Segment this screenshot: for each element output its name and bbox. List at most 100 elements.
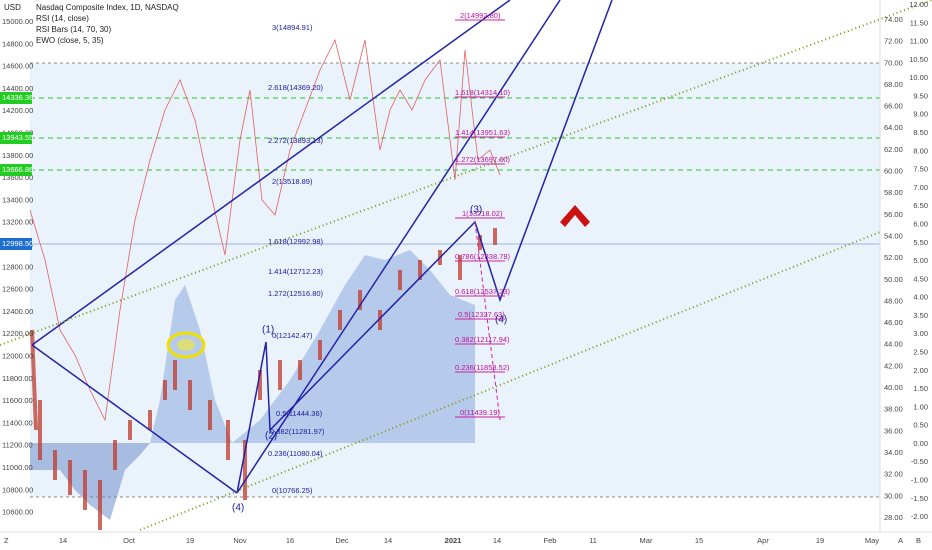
rsi-tick-label: 42.00: [884, 361, 903, 370]
price-tick-label: 10800.00: [2, 485, 33, 494]
fib-label: 0(11439.19): [460, 408, 500, 417]
ewo-tick-label: 3.00: [913, 329, 928, 338]
symbol: Nasdaq Composite Index, 1D, NASDAQ: [36, 3, 179, 12]
currency: USD: [4, 3, 21, 12]
rsi-tick-label: 74.00: [884, 15, 903, 24]
fib-label: 2(14992.80): [460, 11, 501, 20]
rsi-tick-label: 50.00: [884, 275, 903, 284]
time-tick-label: Feb: [544, 536, 557, 545]
price-tick-label: 13800.00: [2, 151, 33, 160]
fib-label: 1.414(12712.23): [268, 267, 324, 276]
rsi-tick-label: 28.00: [884, 513, 903, 522]
price-tick-label: 14800.00: [2, 39, 33, 48]
price-tag: [0, 132, 32, 144]
price-tick-label: 12800.00: [2, 262, 33, 271]
up-arrow: [560, 205, 590, 227]
ewo-tick-label: 5.50: [913, 238, 928, 247]
rsi-tick-label: 34.00: [884, 448, 903, 457]
rsi-line: [29, 38, 501, 422]
fib-lines: [455, 19, 505, 418]
ewo-tick-label: -2.00: [911, 512, 928, 521]
price-tick-label: 13200.00: [2, 218, 33, 227]
fib-label: 0.382(12117.94): [455, 335, 510, 344]
price-tick-label: 13400.00: [2, 195, 33, 204]
ewo-tick-label: 5.00: [913, 256, 928, 265]
fib-dash: [474, 221, 501, 421]
rsi-tick-label: 32.00: [884, 470, 903, 479]
fib-label: 1.618(12992.98): [268, 237, 324, 246]
price-tick-label: 15000.00: [2, 17, 33, 26]
time-tick-label: 14: [384, 536, 392, 545]
rsi-tick-label: 52.00: [884, 253, 903, 262]
time-tick-label: 14: [493, 536, 501, 545]
ewo-tick-label: 7.00: [913, 183, 928, 192]
price-tick-label: 14600.00: [2, 62, 33, 71]
ewo-tick-label: 6.00: [913, 219, 928, 228]
time-tick-label: 14: [59, 536, 67, 545]
highlight-circle: [166, 331, 206, 359]
price-tick-label: 13600.00: [2, 173, 33, 182]
trend-line: [31, 344, 238, 494]
time-tick-label: Apr: [757, 536, 769, 545]
wave-label: (4): [232, 503, 244, 514]
fib-label: 1.618(14314.10): [455, 88, 511, 97]
price-tag-label: 13943.55: [2, 133, 33, 142]
ewo-tick-label: 11.50: [910, 18, 928, 27]
time-tick-label: 2021: [445, 536, 462, 545]
rsi-tick-label: 58.00: [884, 188, 903, 197]
price-tick-label: 12000.00: [2, 351, 33, 360]
fib-label: 0(12142.47): [272, 331, 313, 340]
time-tick-label: Oct: [123, 536, 136, 545]
ewo-tick-label: -0.50: [911, 457, 928, 466]
ewo-tick-label: 2.00: [913, 366, 928, 375]
time-tick-label: Mar: [640, 536, 653, 545]
ewo-tick-label: 12.00: [909, 0, 928, 9]
ewo-tick-label: 3.50: [913, 311, 928, 320]
price-tag: [0, 92, 32, 104]
wave-label: (1): [262, 325, 274, 336]
rsi-tick-label: 60.00: [884, 167, 903, 176]
price-tag-label: 12998.50: [2, 239, 33, 248]
ewo-tick-label: 4.00: [913, 293, 928, 302]
price-tick-label: 11000.00: [2, 463, 33, 472]
ewo-tick-label: 2.50: [913, 347, 928, 356]
rsi-tick-label: 30.00: [884, 491, 903, 500]
rsi-tick-label: 68.00: [884, 80, 903, 89]
ewo-tick-label: 9.00: [913, 110, 928, 119]
fib-label: 2.618(14369.20): [268, 83, 324, 92]
fib-label: 1.272(12516.80): [268, 289, 324, 298]
fib-label: 0.5(12327.63): [458, 310, 505, 319]
fib-label: 0.786(12838.78): [455, 252, 511, 261]
rsi-tick-label: 48.00: [884, 296, 903, 305]
rsi-tick-label: 54.00: [884, 231, 903, 240]
ewo-tick-label: 9.50: [913, 91, 928, 100]
rsi-tick-label: 38.00: [884, 405, 903, 414]
dotted-line: [139, 231, 881, 531]
price-tag: [0, 164, 32, 176]
rsi-tick-label: 36.00: [884, 426, 903, 435]
ewo-tick-label: 0.50: [913, 421, 928, 430]
rsi-tick-label: 56.00: [884, 210, 903, 219]
time-tick-label: May: [865, 536, 879, 545]
wave-label: (2): [265, 431, 277, 442]
fib-label: 1.272(13697.60): [455, 155, 511, 164]
rsi-tick-label: 64.00: [884, 123, 903, 132]
price-tag: [0, 238, 32, 250]
rsi-tick-label: 70.00: [884, 58, 903, 67]
scale-button[interactable]: B: [916, 536, 921, 545]
wave-label: (3): [470, 205, 482, 216]
rsi-tick-label: 44.00: [884, 340, 903, 349]
time-tick-label: 15: [695, 536, 703, 545]
price-tick-label: 14200.00: [2, 106, 33, 115]
time-tick-label: 19: [816, 536, 824, 545]
time-tick-label: Nov: [233, 536, 247, 545]
ewo-tick-label: 6.50: [913, 201, 928, 210]
trend-line: [236, 0, 561, 494]
rsi-tick-label: 62.00: [884, 145, 903, 154]
price-tick-label: 11400.00: [2, 418, 33, 427]
indicator: RSI Bars (14, 70, 30): [36, 25, 111, 34]
rsi-tick-label: 46.00: [884, 318, 903, 327]
scale-button[interactable]: A: [898, 536, 903, 545]
ewo-negative: [30, 443, 150, 520]
